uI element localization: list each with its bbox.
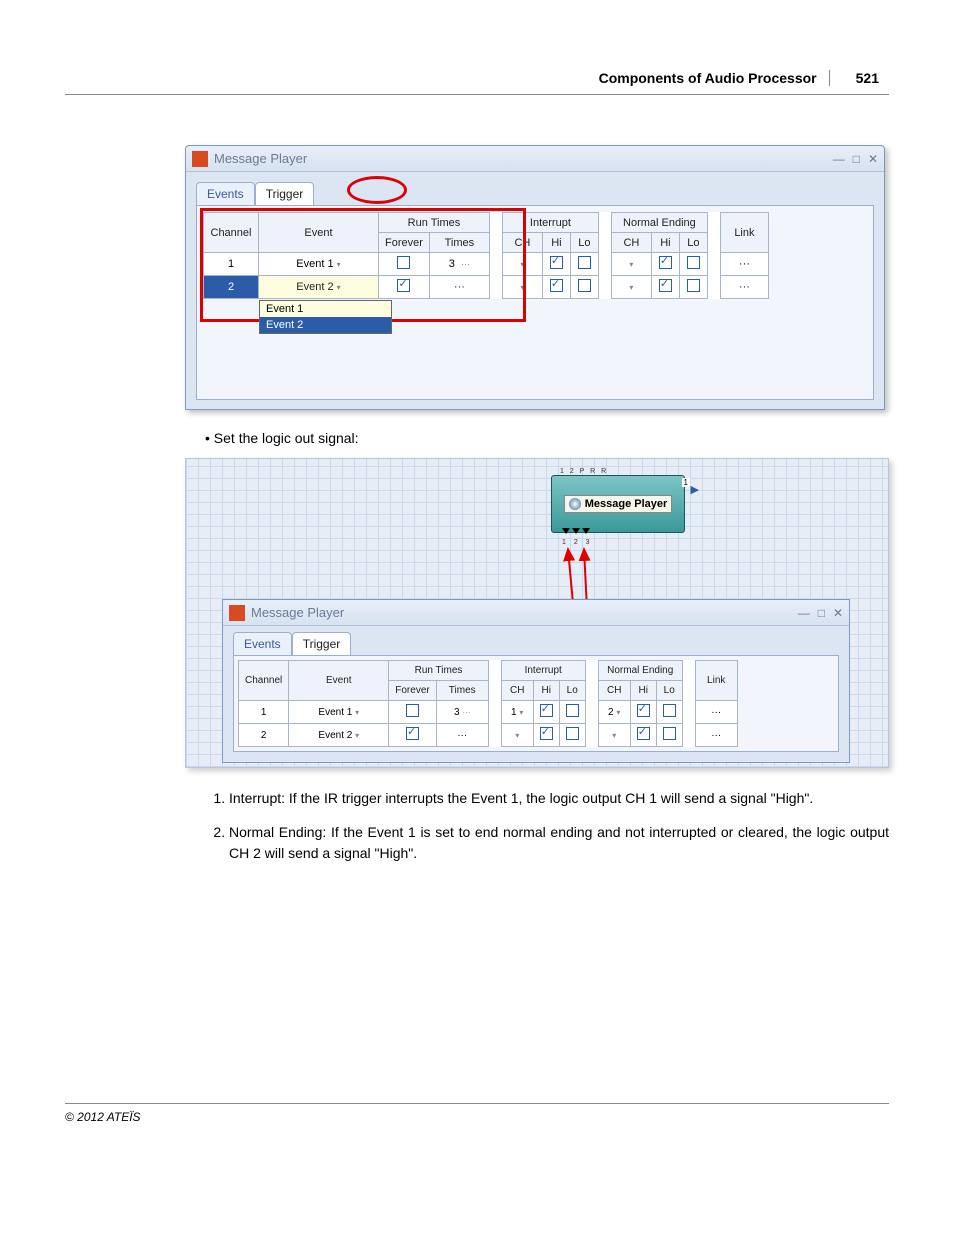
page-header: Components of Audio Processor 521 <box>65 70 889 95</box>
list-item: Normal Ending: If the Event 1 is set to … <box>229 822 889 863</box>
bullet-instruction: Set the logic out signal: <box>205 430 889 446</box>
event-cell[interactable]: Event 2 ▾ <box>259 276 379 299</box>
table-row: 1 Event 1 ▾ 3 ··· 1 ▾ 2 ▾ <box>239 701 738 724</box>
close-button[interactable]: ✕ <box>833 606 843 620</box>
table-row: 2 Event 2 ▾ ··· ▾ ▾ <box>239 724 738 747</box>
event-cell[interactable]: Event 1 ▾ <box>259 253 379 276</box>
node-outputs: 1 2 3 <box>562 539 593 546</box>
app-icon <box>192 151 208 167</box>
col-int-hi: Hi <box>542 233 570 253</box>
chevron-down-icon[interactable]: ▾ <box>337 283 341 292</box>
int-lo-checkbox[interactable] <box>570 253 598 276</box>
col-event: Event <box>259 213 379 253</box>
col-forever: Forever <box>379 233 430 253</box>
tab-trigger[interactable]: Trigger <box>292 632 352 655</box>
ne-ch-cell[interactable]: ▾ <box>611 253 651 276</box>
ne-lo-checkbox[interactable] <box>679 276 707 299</box>
chevron-down-icon[interactable]: ▾ <box>337 260 341 269</box>
maximize-button[interactable]: □ <box>818 606 825 620</box>
window-title: Message Player <box>251 605 344 620</box>
message-player-node[interactable]: 1 2 P R R Message Player 1 1 2 3 ▶ <box>551 475 685 533</box>
int-ch-cell[interactable]: ▾ <box>502 276 542 299</box>
int-hi-checkbox[interactable] <box>542 276 570 299</box>
header-title: Components of Audio Processor <box>599 70 830 86</box>
list-item: Interrupt: If the IR trigger interrupts … <box>229 788 889 808</box>
trigger-table: Channel Event Run Times Interrupt Normal… <box>203 212 769 299</box>
col-times: Times <box>429 233 489 253</box>
minimize-button[interactable]: — <box>833 152 845 166</box>
node-inputs: 1 2 P R R <box>560 468 608 475</box>
table-row: 1 Event 1 ▾ 3 ··· ▾ ▾ ··· <box>204 253 769 276</box>
col-normalending: Normal Ending <box>611 213 707 233</box>
close-button[interactable]: ✕ <box>868 152 878 166</box>
page-footer: © 2012 ATEÏS <box>65 1103 889 1124</box>
forever-checkbox[interactable] <box>379 253 430 276</box>
instruction-list: Interrupt: If the IR trigger interrupts … <box>229 788 889 863</box>
col-ne-lo: Lo <box>679 233 707 253</box>
ne-ch-cell[interactable]: ▾ <box>611 276 651 299</box>
node-label-text: Message Player <box>585 498 668 510</box>
maximize-button[interactable]: □ <box>853 152 860 166</box>
dropdown-option-selected[interactable]: Event 2 <box>260 317 391 333</box>
col-int-ch: CH <box>502 233 542 253</box>
minimize-button[interactable]: — <box>798 606 810 620</box>
int-lo-checkbox[interactable] <box>570 276 598 299</box>
col-runtimes: Run Times <box>379 213 490 233</box>
int-ch-cell[interactable]: ▾ <box>502 253 542 276</box>
times-cell[interactable]: 3 ··· <box>429 253 489 276</box>
node-number: 1 <box>682 478 690 487</box>
message-player-window-1: Message Player — □ ✕ Events Trigger Chan… <box>185 145 885 410</box>
col-link: Link <box>720 213 768 253</box>
times-cell[interactable]: ··· <box>429 276 489 299</box>
ne-hi-checkbox[interactable] <box>651 276 679 299</box>
node-icon <box>569 498 581 510</box>
trigger-table-2: Channel Event Run Times Interrupt Normal… <box>238 660 738 747</box>
ne-hi-checkbox[interactable] <box>651 253 679 276</box>
header-page-number: 521 <box>830 70 889 86</box>
link-cell[interactable]: ··· <box>720 253 768 276</box>
tab-events[interactable]: Events <box>196 182 255 205</box>
play-icon[interactable]: ▶ <box>691 483 699 496</box>
titlebar[interactable]: Message Player — □ ✕ <box>223 600 849 626</box>
tab-trigger[interactable]: Trigger <box>255 182 315 205</box>
app-icon <box>229 605 245 621</box>
col-int-lo: Lo <box>570 233 598 253</box>
col-ne-ch: CH <box>611 233 651 253</box>
col-interrupt: Interrupt <box>502 213 598 233</box>
int-hi-checkbox[interactable] <box>542 253 570 276</box>
message-player-window-2: Message Player — □ ✕ Events Trigger Chan… <box>222 599 850 763</box>
titlebar[interactable]: Message Player — □ ✕ <box>186 146 884 172</box>
link-cell[interactable]: ··· <box>720 276 768 299</box>
col-ne-hi: Hi <box>651 233 679 253</box>
workspace-canvas: 1 2 P R R Message Player 1 1 2 3 ▶ IR Me… <box>185 458 889 768</box>
event-dropdown-list[interactable]: Event 1 Event 2 <box>259 300 392 334</box>
dropdown-option[interactable]: Event 1 <box>260 301 391 317</box>
col-channel: Channel <box>204 213 259 253</box>
forever-checkbox[interactable] <box>379 276 430 299</box>
window-title: Message Player <box>214 151 307 166</box>
tab-events[interactable]: Events <box>233 632 292 655</box>
ne-lo-checkbox[interactable] <box>679 253 707 276</box>
table-row-selected: 2 Event 2 ▾ ··· ▾ ▾ ··· <box>204 276 769 299</box>
